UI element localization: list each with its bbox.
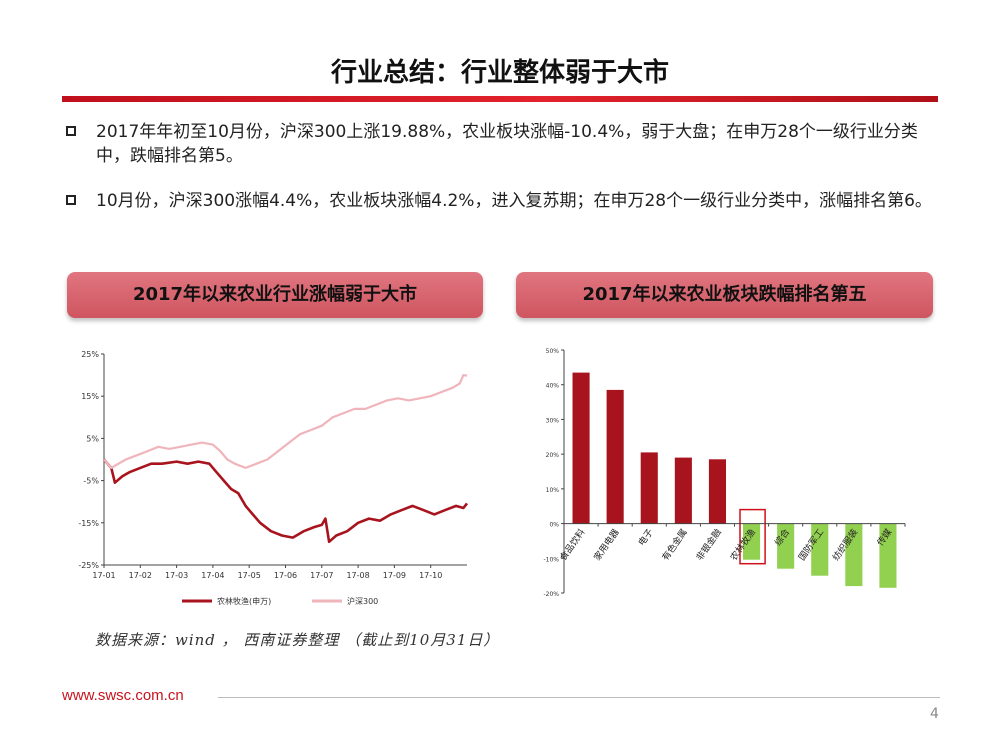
y-tick-label: -25% — [78, 561, 99, 570]
y-tick-label: 30% — [546, 417, 560, 424]
bullet-square-icon — [66, 195, 76, 205]
category-label: 非银金融 — [693, 526, 723, 562]
bar — [572, 372, 590, 524]
x-tick-label: 17-03 — [165, 571, 188, 580]
y-tick-label: 25% — [81, 350, 99, 359]
bullet-text-2: 10月份，沪深300涨幅4.4%，农业板块涨幅4.2%，进入复苏期；在申万28个… — [96, 191, 932, 211]
y-tick-label: 10% — [546, 487, 560, 494]
bar-chart: -20% -10% 0% 10% 20% 30% 40% 50% 食品饮料 家用电器 电子 有色金属非… — [543, 348, 906, 598]
bar — [811, 523, 829, 576]
y-tick-label: 0% — [549, 522, 559, 529]
bullet-list: 2017年年初至10月份，沪深300上涨19.88%，农业板块涨幅-10.4%，… — [62, 120, 942, 213]
bullet-item-2: 10月份，沪深300涨幅4.4%，农业板块涨幅4.2%，进入复苏期；在申万28个… — [62, 189, 942, 213]
category-label: 家用电器 — [591, 526, 621, 562]
legend-label: 农林牧渔(申万) — [217, 596, 271, 606]
y-tick-label: -5% — [83, 477, 99, 486]
bullet-square-icon — [66, 126, 76, 136]
bar — [640, 452, 658, 524]
y-tick-label: 15% — [81, 392, 99, 401]
bar — [708, 459, 726, 524]
bar — [606, 389, 624, 524]
y-tick-label: 50% — [546, 348, 560, 355]
bullet-text-1: 2017年年初至10月份，沪深300上涨19.88%，农业板块涨幅-10.4%，… — [96, 122, 918, 166]
series-line-hs300 — [103, 373, 468, 469]
category-label: 有色金属 — [659, 526, 689, 562]
bullet-item-1: 2017年年初至10月份，沪深300上涨19.88%，农业板块涨幅-10.4%，… — [62, 120, 942, 168]
series-line-agri — [103, 458, 469, 544]
category-label: 食品饮料 — [557, 526, 587, 562]
x-tick-label: 17-06 — [274, 571, 297, 580]
y-tick-label: -20% — [543, 591, 559, 598]
slide-title: 行业总结：行业整体弱于大市 — [330, 58, 669, 88]
legend-label: 沪深300 — [347, 596, 378, 606]
bar — [879, 523, 897, 588]
x-tick-label: 17-05 — [238, 571, 261, 580]
right-chart-heading: 2017年以来农业板块跌幅排名第五 — [516, 272, 933, 318]
x-tick-label: 17-10 — [419, 571, 442, 580]
x-tick-label: 17-04 — [201, 571, 224, 580]
bar — [777, 523, 795, 569]
footer-divider — [218, 697, 940, 698]
y-tick-label: -10% — [543, 556, 559, 563]
bar — [674, 457, 692, 524]
company-url[interactable]: www.swsc.com.cn — [62, 687, 184, 704]
highlight-box — [739, 508, 766, 565]
bar — [743, 523, 761, 560]
x-tick-label: 17-07 — [310, 571, 333, 580]
category-label: 电子 — [636, 526, 656, 548]
title-underline-bar — [62, 96, 938, 102]
x-tick-label: 17-08 — [346, 571, 369, 580]
x-tick-label: 17-01 — [92, 571, 115, 580]
y-tick-label: -15% — [78, 519, 99, 528]
data-source-note: 数据来源：wind ， 西南证券整理 （截止到10月31日） — [95, 631, 500, 649]
x-tick-label: 17-09 — [383, 571, 406, 580]
page-number: 4 — [930, 706, 939, 722]
x-tick-label: 17-02 — [129, 571, 152, 580]
y-tick-label: 5% — [86, 434, 99, 443]
line-chart: -25% -15% -5% 5% 15% 25% 17-01 17-02 17-03 17-04 1… — [78, 350, 469, 606]
bar — [845, 523, 863, 587]
left-chart-heading: 2017年以来农业行业涨幅弱于大市 — [67, 272, 483, 318]
y-tick-label: 40% — [546, 383, 560, 390]
y-tick-label: 20% — [546, 452, 560, 459]
